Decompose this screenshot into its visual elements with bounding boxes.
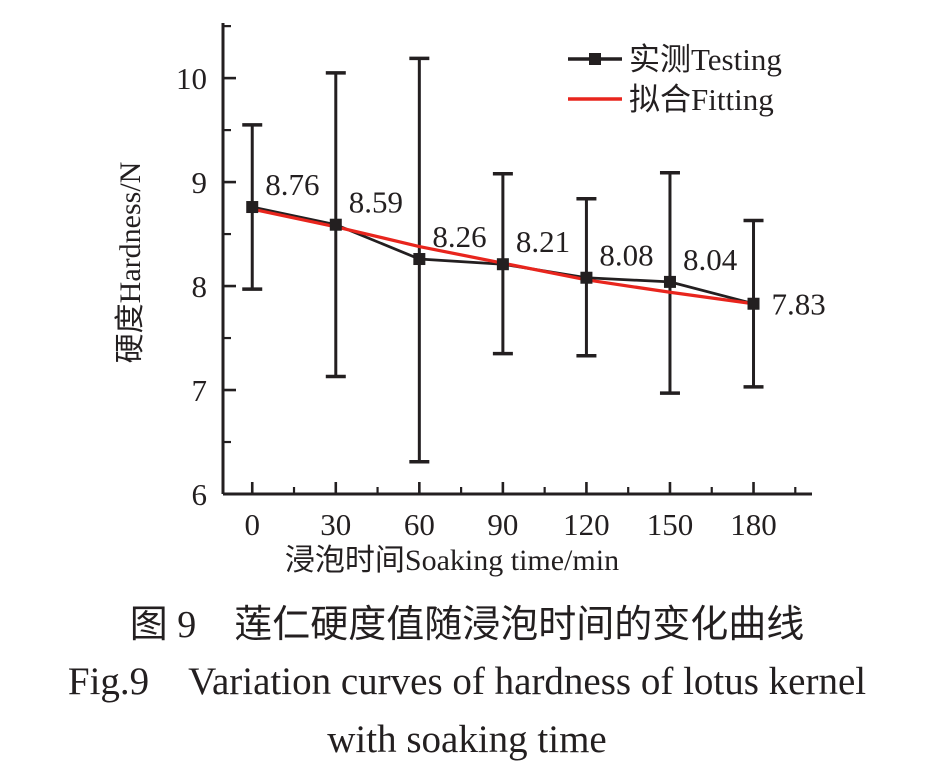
- x-tick-label: 60: [404, 507, 435, 542]
- axes: 6 7 8 9 10 0 30 60 90 120 150 180: [176, 23, 812, 542]
- legend-label: 实测Testing: [629, 42, 782, 77]
- figure-caption-en-line2: with soaking time: [327, 718, 607, 761]
- x-tick-label: 0: [244, 507, 260, 542]
- x-tick-label: 120: [563, 507, 610, 542]
- x-tick-label: 180: [730, 507, 777, 542]
- data-point-marker: [246, 201, 259, 214]
- x-tick-label: 150: [647, 507, 694, 542]
- data-point-label: 7.83: [772, 287, 826, 322]
- data-point-marker: [663, 275, 676, 288]
- y-tick-label: 9: [192, 165, 208, 200]
- data-point-labels: 8.76 8.59 8.26 8.21 8.08 8.04 7.83: [265, 167, 826, 322]
- data-point-label: 8.59: [349, 185, 403, 220]
- legend-item-testing: 实测Testing: [568, 42, 782, 77]
- data-point-marker: [747, 297, 760, 310]
- data-point-label: 8.08: [599, 238, 653, 273]
- legend-label: 拟合Fitting: [629, 82, 774, 117]
- y-tick-label: 8: [192, 269, 208, 304]
- data-point-marker: [496, 258, 509, 271]
- legend: 实测Testing 拟合Fitting: [568, 42, 782, 117]
- x-tick-label: 90: [487, 507, 518, 542]
- x-tick-label: 30: [320, 507, 351, 542]
- y-tick-label: 10: [176, 61, 207, 96]
- data-point-marker: [329, 218, 342, 231]
- y-tick-label: 6: [192, 477, 208, 512]
- y-axis-title: 硬度Hardness/N: [114, 162, 147, 364]
- data-point-label: 8.21: [516, 224, 570, 259]
- x-axis-title: 浸泡时间Soaking time/min: [285, 544, 619, 577]
- data-point-marker: [413, 253, 426, 266]
- legend-item-fitting: 拟合Fitting: [568, 82, 774, 117]
- hardness-vs-soaking-time-chart: 6 7 8 9 10 0 30 60 90 120 150 180 浸泡时间Soaking time/m…: [114, 23, 826, 577]
- y-tick-label: 7: [192, 373, 208, 408]
- figure-caption-zh: 图 9 莲仁硬度值随浸泡时间的变化曲线: [129, 604, 805, 646]
- data-point-label: 8.04: [683, 242, 738, 277]
- data-point-label: 8.76: [265, 167, 319, 202]
- figure-caption: 图 9 莲仁硬度值随浸泡时间的变化曲线 Fig.9 Variation curv…: [0, 600, 934, 766]
- figure-caption-en-line1: Fig.9 Variation curves of hardness of lo…: [67, 660, 867, 703]
- data-point-markers: [246, 201, 760, 310]
- data-point-label: 8.26: [432, 219, 486, 254]
- legend-square-marker: [589, 53, 601, 65]
- data-point-marker: [580, 271, 593, 284]
